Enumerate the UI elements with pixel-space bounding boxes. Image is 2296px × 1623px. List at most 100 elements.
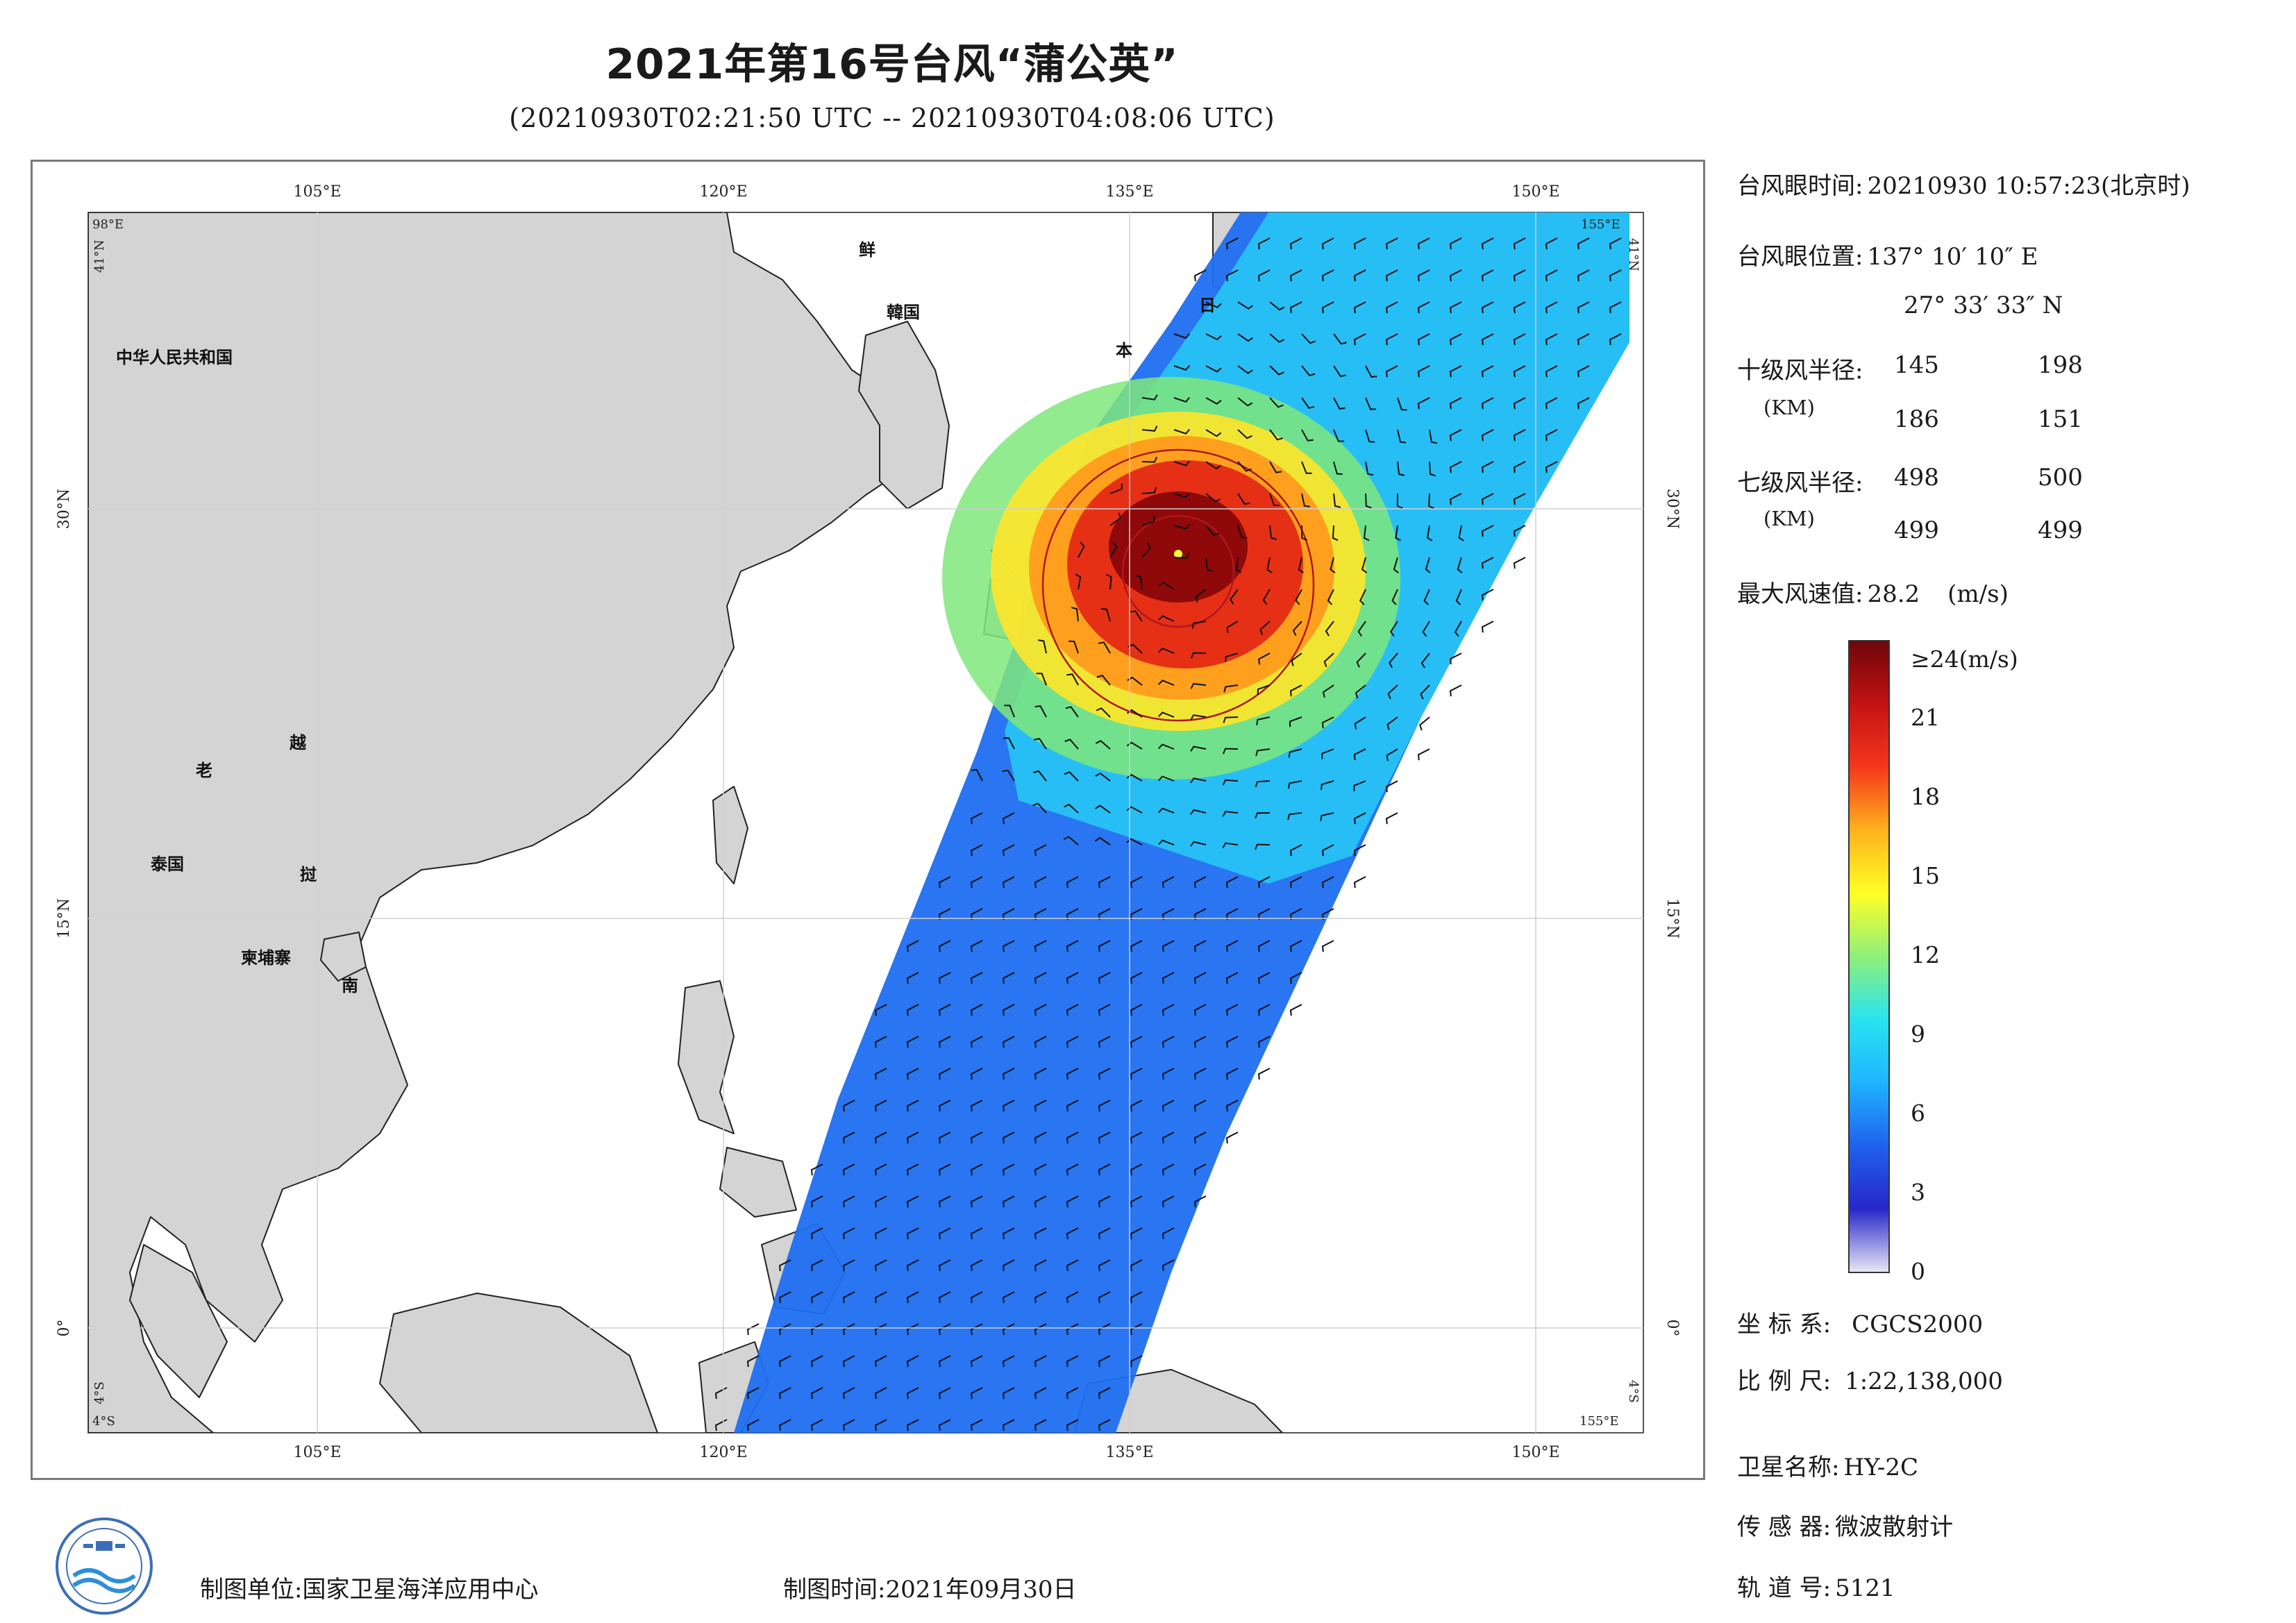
wind-barb bbox=[1078, 541, 1085, 558]
wind-barb bbox=[938, 1068, 951, 1080]
wind-barb bbox=[938, 1036, 951, 1048]
wind-barb bbox=[778, 1323, 791, 1336]
wind-barb bbox=[1065, 706, 1079, 718]
wind-field-map: 中华人民共和国 鲜 韓国 日 本 老 越 挝 泰国 柬埔寨 南 105°E 12… bbox=[56, 183, 1681, 1461]
wind-barb bbox=[938, 972, 951, 984]
wind-barb bbox=[1291, 653, 1302, 666]
wind-barb bbox=[1321, 748, 1334, 759]
wind-barb bbox=[1109, 483, 1123, 494]
wind-barb bbox=[778, 1387, 791, 1399]
wind-barb bbox=[810, 1195, 823, 1208]
wind-barb bbox=[1386, 716, 1398, 730]
eye-pos-lon: 137° 10′ 10″ E bbox=[1867, 243, 2038, 271]
wind-barb bbox=[1385, 780, 1398, 793]
wind-barb bbox=[1064, 771, 1079, 782]
wind-barb bbox=[1421, 653, 1430, 668]
wind-barb bbox=[1354, 716, 1366, 730]
wind-barb bbox=[1162, 1259, 1175, 1272]
lat-label-left-0: 0° bbox=[56, 1320, 73, 1337]
hainan bbox=[320, 932, 367, 982]
wind-barb bbox=[1320, 812, 1334, 822]
wind-barb bbox=[1287, 812, 1302, 821]
wind-barb bbox=[1449, 365, 1462, 378]
wind-barb bbox=[1173, 553, 1190, 560]
wind-barb bbox=[1162, 1195, 1175, 1208]
wind-barb bbox=[1481, 493, 1494, 505]
wind-barb bbox=[1321, 269, 1334, 282]
wind-barb bbox=[1254, 843, 1271, 850]
wind-barb bbox=[1449, 461, 1462, 473]
wind-barb bbox=[842, 1291, 855, 1304]
wind-barb bbox=[1289, 269, 1302, 282]
colorbar-tick-6: 6 bbox=[1911, 1100, 1925, 1127]
wind-barb bbox=[1066, 1100, 1079, 1112]
wind-barb bbox=[874, 1419, 887, 1431]
wind-barb bbox=[970, 1387, 983, 1399]
wind-barb bbox=[1205, 429, 1222, 437]
wind-barb bbox=[1141, 516, 1155, 526]
wind-barb bbox=[1225, 1100, 1239, 1112]
wind-barb bbox=[1193, 1004, 1207, 1016]
wind-barb bbox=[1195, 589, 1207, 603]
wind-swath bbox=[734, 212, 1629, 1433]
wind-barb bbox=[1205, 493, 1221, 503]
wind-barb bbox=[746, 1323, 760, 1336]
wind-barb bbox=[1002, 1163, 1015, 1176]
wind-barb bbox=[1385, 333, 1398, 346]
korean-peninsula bbox=[858, 321, 950, 510]
r7-unit: (KM) bbox=[1763, 507, 1815, 530]
wind-barb bbox=[810, 1259, 823, 1272]
wind-barb bbox=[1269, 365, 1284, 376]
wind-barb bbox=[970, 1323, 983, 1336]
wind-barb bbox=[1545, 269, 1558, 282]
wind-barb bbox=[1269, 397, 1284, 408]
wind-barb bbox=[1449, 237, 1462, 250]
wind-barb bbox=[1158, 775, 1175, 782]
wind-barb bbox=[1158, 839, 1175, 846]
wind-barb bbox=[938, 1004, 951, 1016]
wind-barb bbox=[1237, 525, 1248, 539]
lon-label-top-150: 150°E bbox=[1511, 183, 1559, 201]
wind-barb bbox=[746, 1355, 760, 1368]
wind-barb bbox=[1417, 237, 1430, 250]
wind-barb bbox=[1289, 972, 1302, 984]
max-wind-value: 28.2 bbox=[1867, 580, 1920, 608]
footer-date: 制图时间:2021年09月30日 bbox=[783, 1570, 1077, 1604]
wind-barb bbox=[1034, 1291, 1047, 1304]
wind-barb bbox=[1098, 1387, 1111, 1399]
wind-barb bbox=[1292, 621, 1302, 636]
wind-barb bbox=[1419, 716, 1430, 731]
wind-barb bbox=[1173, 492, 1190, 498]
wind-barb bbox=[1393, 557, 1399, 573]
wind-barb bbox=[1066, 673, 1079, 686]
wind-barb bbox=[1289, 684, 1302, 697]
wind-barb bbox=[874, 1323, 887, 1336]
wind-barb bbox=[1038, 639, 1047, 654]
wind-barb bbox=[938, 940, 951, 952]
wind-barb bbox=[1109, 512, 1121, 526]
lon-label-top-120: 120°E bbox=[699, 183, 747, 201]
wind-barb bbox=[1066, 876, 1079, 889]
wind-barb bbox=[938, 1195, 951, 1208]
wind-barb bbox=[1100, 608, 1111, 622]
r7-value-2: 500 bbox=[2038, 464, 2083, 491]
wind-barb bbox=[1422, 621, 1430, 637]
wind-barb bbox=[1457, 557, 1463, 573]
wind-barb bbox=[1577, 301, 1590, 314]
wind-barb bbox=[1288, 748, 1302, 758]
wind-barb bbox=[1423, 589, 1430, 605]
wind-barb bbox=[1237, 461, 1252, 472]
wind-barb bbox=[778, 1259, 791, 1272]
wind-barb bbox=[1002, 1100, 1015, 1112]
wind-barb bbox=[1397, 429, 1407, 444]
wind-barb bbox=[1545, 429, 1558, 442]
wind-barb bbox=[938, 1387, 951, 1399]
wind-barb bbox=[842, 1323, 855, 1336]
footer-date-label: 制图时间: bbox=[783, 1576, 886, 1604]
wind-barb bbox=[1130, 1068, 1143, 1080]
eye-pos-lat: 27° 33′ 33″ N bbox=[1904, 292, 2063, 319]
wind-barb bbox=[1545, 301, 1558, 314]
wind-barb bbox=[1034, 1100, 1047, 1112]
wind-barb bbox=[906, 940, 919, 952]
eye-time-row: 台风眼时间: 20210930 10:57:23(北京时) bbox=[1737, 167, 2190, 201]
